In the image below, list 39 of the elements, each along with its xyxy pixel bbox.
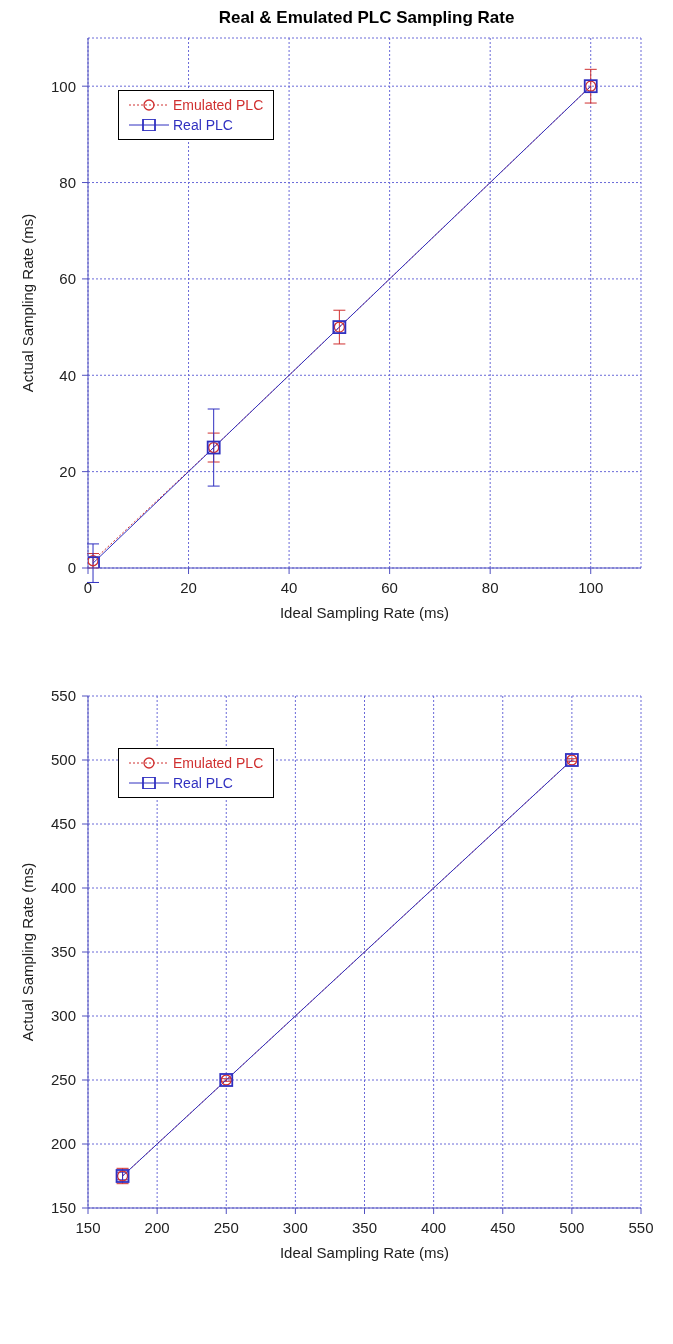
y-tick-label: 80	[59, 173, 76, 191]
y-tick-label: 250	[50, 1071, 76, 1089]
y-tick-label: 550	[50, 687, 76, 705]
y-tick-label: 150	[50, 1199, 76, 1217]
x-tick-label: 450	[490, 1218, 516, 1236]
y-axis-title: Actual Sampling Rate (ms)	[19, 862, 37, 1042]
x-tick-label: 20	[180, 578, 197, 596]
x-tick-label: 400	[421, 1218, 447, 1236]
x-tick-label: 350	[351, 1218, 378, 1236]
x-tick-label: 200	[144, 1218, 170, 1236]
y-tick-label: 200	[50, 1135, 76, 1153]
x-tick-label: 150	[75, 1218, 101, 1236]
chart-title: Real & Emulated PLC Sampling Rate	[217, 8, 516, 29]
y-tick-label: 20	[59, 462, 76, 480]
legend-label: Emulated PLC	[173, 754, 264, 773]
y-tick-label: 60	[59, 270, 76, 288]
x-axis-title: Ideal Sampling Rate (ms)	[279, 1244, 450, 1261]
y-tick-label: 350	[50, 943, 76, 961]
y-tick-label: 100	[50, 77, 76, 95]
legend-label: Emulated PLC	[173, 96, 264, 115]
y-tick-label: 40	[59, 366, 76, 384]
x-axis-title: Ideal Sampling Rate (ms)	[279, 604, 450, 621]
y-tick-label: 0	[67, 559, 76, 577]
legend-label: Real PLC	[173, 774, 233, 793]
x-tick-label: 250	[213, 1218, 239, 1236]
x-tick-label: 550	[628, 1218, 654, 1236]
y-tick-label: 300	[50, 1007, 76, 1025]
y-tick-label: 450	[50, 815, 76, 833]
y-tick-label: 400	[50, 879, 76, 897]
x-tick-label: 80	[481, 578, 499, 596]
x-tick-label: 60	[381, 578, 398, 596]
x-tick-label: 40	[280, 578, 298, 596]
x-tick-label: 500	[559, 1218, 585, 1236]
x-tick-label: 100	[578, 578, 604, 596]
x-tick-label: 300	[282, 1218, 308, 1236]
x-tick-label: 0	[83, 578, 93, 596]
y-axis-title: Actual Sampling Rate (ms)	[19, 213, 37, 393]
legend-label: Real PLC	[173, 116, 233, 135]
y-tick-label: 500	[50, 751, 76, 769]
